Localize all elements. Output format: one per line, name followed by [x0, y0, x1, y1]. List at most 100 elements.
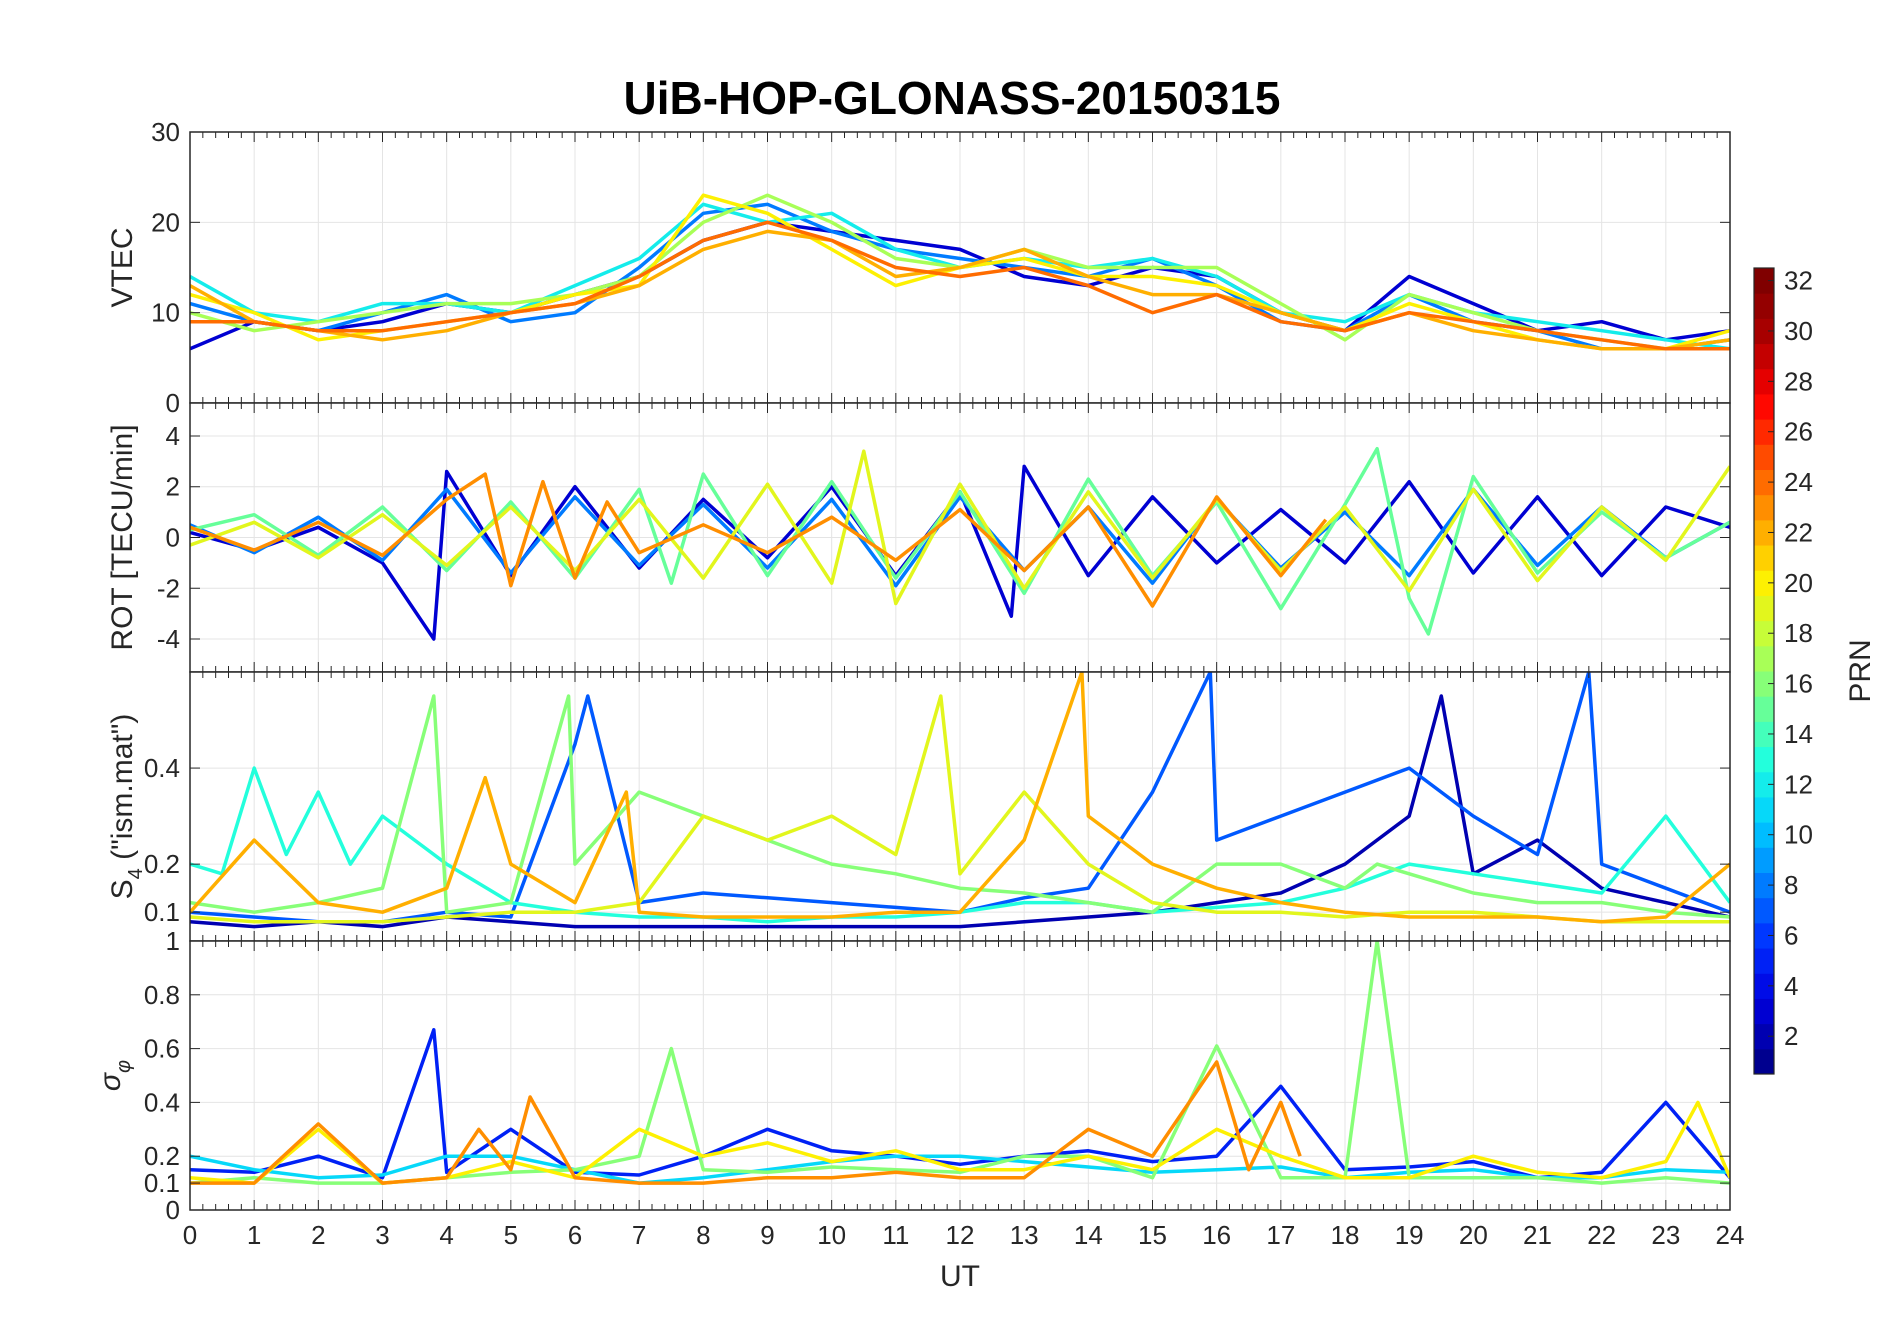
y-tick-label: 20	[151, 207, 180, 237]
y-tick-label: 0.8	[144, 980, 180, 1010]
x-tick-label: 13	[1010, 1220, 1039, 1250]
colorbar-segment	[1754, 419, 1774, 445]
colorbar-segment	[1754, 368, 1774, 395]
series-line-prn-22	[190, 672, 1730, 924]
colorbar-segment	[1754, 721, 1774, 748]
colorbar-segment	[1754, 444, 1774, 470]
colorbar-tick-label: 2	[1784, 1021, 1798, 1051]
x-tick-label: 19	[1395, 1220, 1424, 1250]
colorbar-segment	[1754, 570, 1774, 596]
colorbar-tick-label: 12	[1784, 769, 1813, 799]
y-tick-label: 0.1	[144, 897, 180, 927]
colorbar-segment	[1754, 671, 1774, 697]
x-tick-label: 6	[568, 1220, 582, 1250]
x-tick-label: 1	[247, 1220, 261, 1250]
colorbar-tick-label: 24	[1784, 467, 1813, 497]
y-tick-label: 0	[166, 388, 180, 418]
y-tick-label: 0.4	[144, 1087, 180, 1117]
colorbar-segment	[1754, 771, 1774, 798]
colorbar-segment	[1754, 595, 1774, 622]
y-axis-label: ROT [TECU/min]	[106, 424, 139, 650]
series-group	[190, 193, 1730, 351]
y-tick-label: 30	[151, 117, 180, 147]
series-line-prn-19	[190, 694, 1730, 924]
y-tick-label: -2	[157, 573, 180, 603]
x-tick-label: 8	[696, 1220, 710, 1250]
x-tick-label: 15	[1138, 1220, 1167, 1250]
colorbar-segment	[1754, 318, 1774, 345]
y-axis-label: S4 ("ism.mat")	[106, 714, 147, 900]
colorbar-tick-label: 26	[1784, 417, 1813, 447]
colorbar-tick-label: 14	[1784, 719, 1813, 749]
y-tick-label: 0	[166, 523, 180, 553]
x-tick-label: 2	[311, 1220, 325, 1250]
x-axis-label: UT	[940, 1260, 980, 1293]
colorbar-segment	[1754, 268, 1774, 294]
colorbar-segment	[1754, 393, 1774, 420]
colorbar-segment	[1754, 620, 1774, 647]
series-group	[190, 446, 1730, 641]
x-tick-label: 0	[183, 1220, 197, 1250]
colorbar-tick-label: 28	[1784, 366, 1813, 396]
y-tick-label: 0	[166, 1195, 180, 1225]
x-tick-label: 14	[1074, 1220, 1103, 1250]
colorbar-segment	[1754, 494, 1774, 521]
colorbar-segment	[1754, 847, 1774, 873]
x-tick-label: 7	[632, 1220, 646, 1250]
y-tick-label: 1	[166, 926, 180, 956]
colorbar-segment	[1754, 545, 1774, 571]
x-tick-label: 10	[817, 1220, 846, 1250]
colorbar-tick-label: 16	[1784, 669, 1813, 699]
colorbar-tick-label: 18	[1784, 618, 1813, 648]
colorbar-segment	[1754, 469, 1774, 496]
axes-frame	[189, 940, 1731, 1211]
x-tick-label: 24	[1716, 1220, 1745, 1250]
series-group	[190, 941, 1730, 1185]
colorbar-tick-label: 8	[1784, 870, 1798, 900]
x-tick-label: 21	[1523, 1220, 1552, 1250]
colorbar-segment	[1754, 645, 1774, 672]
colorbar-tick-label: 22	[1784, 517, 1813, 547]
x-tick-label: 22	[1587, 1220, 1616, 1250]
series-line-prn-11	[190, 1154, 1730, 1185]
colorbar-segment	[1754, 897, 1774, 924]
y-tick-label: 0.4	[144, 753, 180, 783]
x-tick-label: 12	[946, 1220, 975, 1250]
y-axis-label: VTEC	[106, 227, 139, 307]
x-tick-label: 4	[439, 1220, 453, 1250]
x-tick-label: 17	[1266, 1220, 1295, 1250]
colorbar-segment	[1754, 1048, 1774, 1075]
series-line-prn-19	[190, 449, 1730, 606]
colorbar-segment	[1754, 872, 1774, 899]
colorbar-frame	[1753, 267, 1775, 1075]
panel-vtec: 0 10 20 30 VTEC	[106, 117, 1731, 418]
colorbar-segment	[1754, 343, 1774, 370]
x-tick-label: 18	[1331, 1220, 1360, 1250]
colorbar-segment	[1754, 519, 1774, 546]
y-tick-label: 2	[166, 472, 180, 502]
series-group	[190, 672, 1730, 929]
chart-title: UiB-HOP-GLONASS-20150315	[624, 72, 1281, 124]
colorbar-segment	[1754, 998, 1774, 1025]
colorbar-segment	[1754, 293, 1774, 319]
panel-rot: -4 -2 0 2 4 ROT [TECU/min]	[106, 402, 1731, 673]
colorbar-segment	[1754, 973, 1774, 999]
series-line-prn-23	[190, 1060, 1302, 1185]
colorbar-tick-label: 20	[1784, 568, 1813, 598]
colorbar-segment	[1754, 922, 1774, 949]
x-tick-label: 9	[760, 1220, 774, 1250]
x-tick-label: 3	[375, 1220, 389, 1250]
x-tick-label: 16	[1202, 1220, 1231, 1250]
y-axis-label: σφ	[94, 1060, 135, 1091]
y-tick-label: 0.1	[144, 1168, 180, 1198]
colorbar-segment	[1754, 822, 1774, 848]
x-tick-label: 23	[1651, 1220, 1680, 1250]
colorbar-segment	[1754, 696, 1774, 722]
colorbar-tick-label: 30	[1784, 316, 1813, 346]
y-tick-label: 0.2	[144, 849, 180, 879]
colorbar-segment	[1754, 948, 1774, 974]
